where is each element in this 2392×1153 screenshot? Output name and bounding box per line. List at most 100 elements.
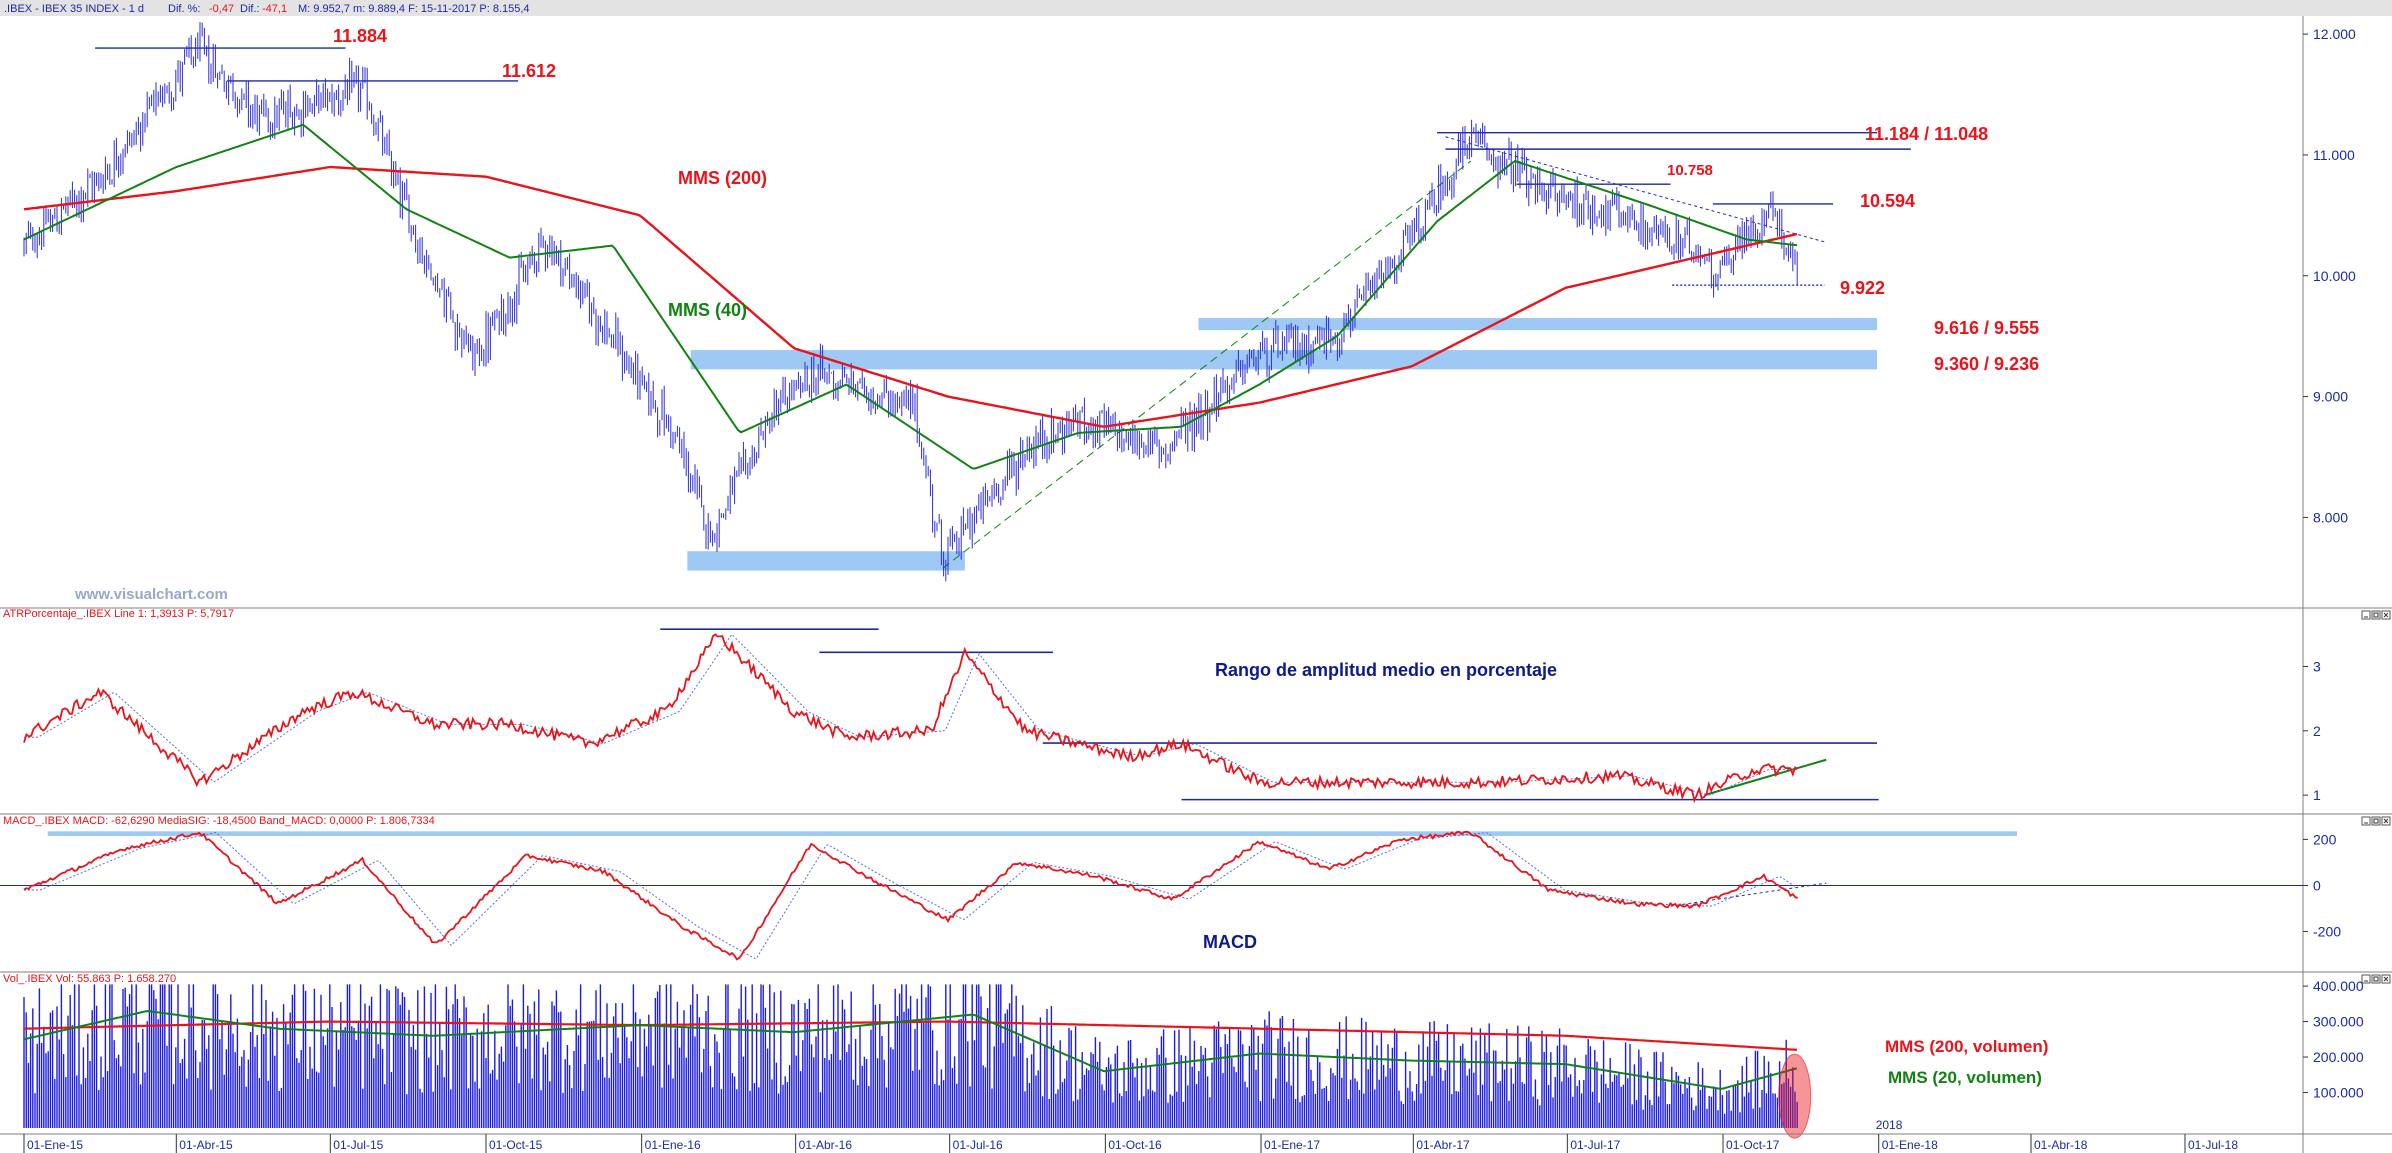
panel-bg-atr	[0, 609, 2392, 814]
label-10758: 10.758	[1667, 162, 1713, 179]
label-11612: 11.612	[502, 61, 556, 81]
vol-y-tick-label: 300.000	[2313, 1014, 2364, 1030]
label-11884: 11.884	[333, 26, 387, 46]
macd-line	[23, 830, 1798, 961]
minimize-icon-frame	[2361, 610, 2371, 620]
x-tick-label: 01-Abr-16	[799, 1138, 853, 1152]
maximize-icon-frame	[2371, 974, 2381, 984]
atr-y-tick-label: 1	[2313, 787, 2321, 803]
label-mms200-volumen: MMS (200, volumen)	[1885, 1037, 2048, 1056]
macd-panel-title: MACD_.IBEX MACD: -62,6290 MediaSIG: -18,…	[3, 815, 435, 827]
macd-signal-line	[24, 831, 1798, 960]
x-tick-label: 01-Jul-15	[333, 1138, 383, 1152]
atr-annotation: Rango de amplitud medio en porcentaje	[1215, 660, 1557, 680]
maximize-icon-frame	[2371, 610, 2381, 620]
trendline-bull	[942, 160, 1472, 569]
vol-mms20-line	[23, 1010, 1798, 1090]
close-icon	[2381, 610, 2391, 620]
atr-y-tick-label: 2	[2313, 723, 2321, 739]
axes: 12.000 11.000 10.000 9.000 8.000 3 2 1 200 0 -200 4…	[0, 26, 2364, 1153]
header-dif-pct-value: -0,47	[209, 3, 234, 15]
minimize-icon-frame	[2361, 974, 2371, 984]
x-tick-label: 01-Ene-15	[27, 1138, 83, 1152]
volume-bars	[23, 984, 1798, 1128]
highlight-ellipse	[1778, 1053, 1812, 1139]
x-tick-label: 01-Jul-17	[1570, 1138, 1620, 1152]
label-9616-9555: 9.616 / 9.555	[1934, 318, 2039, 338]
atr-panel	[23, 628, 1879, 804]
x-tick-label: 01-Oct-17	[1726, 1138, 1780, 1152]
vol-y-tick-label: 400.000	[2313, 978, 2364, 994]
macd-y-tick-label: 0	[2313, 877, 2321, 893]
volume-panel-title: Vol_.IBEX Vol: 55.863 P: 1.658.270	[3, 973, 176, 985]
panels	[0, 16, 2392, 1153]
label-9360-9236: 9.360 / 9.236	[1934, 354, 2039, 374]
x-tick-label: 01-Jul-16	[953, 1138, 1003, 1152]
price-y-tick-label: 10.000	[2313, 268, 2356, 284]
x-tick-label: 01-Oct-16	[1108, 1138, 1162, 1152]
window-controls	[2361, 610, 2391, 984]
macd-annotation: MACD	[1203, 932, 1257, 952]
close-icon	[2381, 816, 2391, 826]
header-title: .IBEX - IBEX 35 INDEX - 1 d	[4, 3, 144, 15]
maximize-icon-glyph	[2373, 612, 2379, 618]
macd-panel	[0, 830, 2303, 961]
label-10594: 10.594	[1860, 191, 1915, 211]
macd-band-zone	[47, 831, 2018, 836]
label-9922: 9.922	[1840, 278, 1885, 298]
header-bar	[0, 0, 2392, 16]
header-ohlc: M: 9.952,7 m: 9.889,4 F: 15-11-2017 P: 8…	[298, 3, 530, 15]
atr-y-tick-label: 3	[2313, 658, 2321, 674]
volume-panel	[23, 984, 1812, 1139]
price-bars	[23, 22, 1798, 582]
zone-9360-9236	[690, 350, 1878, 370]
x-tick-label: 01-Jul-18	[2188, 1138, 2238, 1152]
label-mms20-volumen: MMS (20, volumen)	[1888, 1068, 2042, 1087]
vol-y-tick-label: 100.000	[2313, 1085, 2364, 1101]
price-panel	[23, 22, 1911, 582]
header-dif-value: -47,1	[262, 3, 287, 15]
minimize-icon	[2361, 974, 2371, 984]
x-tick-label: 01-Abr-18	[2034, 1138, 2088, 1152]
atr-line	[23, 633, 1799, 804]
maximize-icon-frame	[2371, 816, 2381, 826]
x-year-label: 2018	[1876, 1118, 1903, 1132]
maximize-icon-glyph	[2373, 976, 2379, 982]
x-tick-label: 01-Abr-17	[1416, 1138, 1470, 1152]
label-11184-11048: 11.184 / 11.048	[1865, 124, 1988, 144]
zone-low-2016	[687, 551, 965, 571]
maximize-icon	[2371, 610, 2381, 620]
header-dif-label: Dif.:	[240, 3, 260, 15]
panel-bg-macd	[0, 815, 2392, 972]
macd-y-tick-label: 200	[2313, 831, 2337, 847]
x-tick-label: 01-Abr-15	[179, 1138, 233, 1152]
mms200-line	[23, 165, 1798, 428]
close-icon-glyph-b	[2383, 818, 2389, 824]
atr-panel-title: ATRPorcentaje_.IBEX Line 1: 1,3913 P: 5,…	[3, 608, 234, 620]
panel-bg-price	[0, 16, 2392, 608]
x-tick-label: 01-Ene-16	[645, 1138, 701, 1152]
price-y-tick-label: 8.000	[2313, 509, 2348, 525]
maximize-icon	[2371, 974, 2381, 984]
vol-mms200-line	[23, 1020, 1798, 1051]
close-icon	[2381, 974, 2391, 984]
price-y-tick-label: 11.000	[2313, 147, 2355, 163]
price-y-tick-label: 12.000	[2313, 26, 2356, 42]
price-y-tick-label: 9.000	[2313, 389, 2348, 405]
minimize-icon	[2361, 816, 2371, 826]
label-mms200: MMS (200)	[678, 168, 767, 188]
x-tick-label: 01-Oct-15	[489, 1138, 543, 1152]
maximize-icon	[2371, 816, 2381, 826]
vol-y-tick-label: 200.000	[2313, 1049, 2364, 1065]
close-icon-glyph-b	[2383, 612, 2389, 618]
header-dif-pct-label: Dif. %:	[168, 3, 200, 15]
macd-trendline	[1670, 882, 1827, 907]
watermark: www.visualchart.com	[74, 586, 228, 603]
macd-y-tick-label: -200	[2313, 923, 2341, 939]
minimize-icon	[2361, 610, 2371, 620]
maximize-icon-glyph	[2373, 818, 2379, 824]
mms40-line	[23, 123, 1798, 470]
zone-9616-9555	[1198, 318, 1878, 331]
minimize-icon-frame	[2361, 816, 2371, 826]
